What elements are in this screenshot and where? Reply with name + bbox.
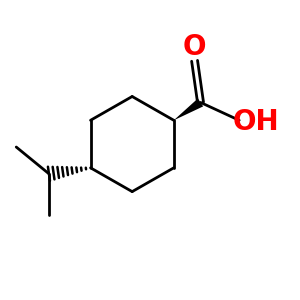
Text: OH: OH [233, 108, 280, 136]
Polygon shape [174, 98, 203, 120]
Text: O: O [183, 33, 206, 61]
